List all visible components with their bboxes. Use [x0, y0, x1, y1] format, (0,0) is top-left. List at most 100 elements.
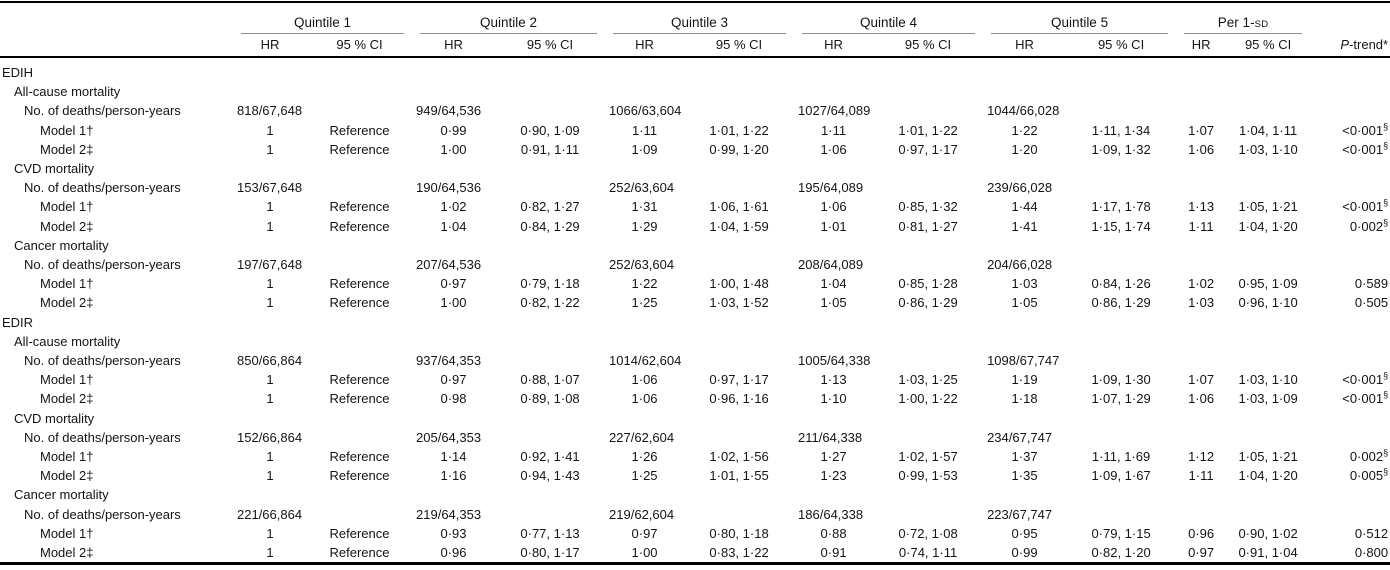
deaths-cell: 239/66,028	[987, 180, 1053, 196]
ptrend-label: P-trend*	[1340, 37, 1389, 52]
hr-cell: 1·16	[440, 468, 467, 484]
row-label: Model 1†	[40, 122, 94, 138]
deaths-cell: 195/64,089	[798, 180, 864, 196]
hr-cell: 1	[266, 295, 274, 311]
hr-cell: 1·13	[1188, 199, 1215, 215]
ptrend-cell: <0·001§	[1310, 370, 1390, 389]
table-body: EDIH All-cause mortality No. of deaths/per…	[0, 57, 1390, 564]
row-label: Model 1†	[40, 372, 94, 388]
ci-cell: 1·02, 1·56	[709, 449, 769, 465]
ci-cell: 0·89, 1·08	[520, 391, 580, 407]
ptrend-cell	[1310, 505, 1390, 524]
ptrend-cell: 0·505	[1310, 293, 1390, 312]
hr-cell: 1·03	[1188, 295, 1215, 311]
hr-cell: 1·41	[1011, 218, 1038, 234]
hr-cell: 1·19	[1011, 372, 1038, 388]
ci-cell: 0·96, 1·16	[709, 391, 769, 407]
header-group-quintile-2: Quintile 2	[412, 2, 605, 34]
hr-cell: 1·00	[631, 545, 658, 561]
ptrend-footnote-marker: §	[1383, 217, 1389, 228]
ptrend-value: 0·505	[1354, 295, 1389, 311]
hr-cell: 1·44	[1011, 199, 1038, 215]
deaths-cell: 1066/63,604	[609, 103, 682, 119]
deaths-row: No. of deaths/person-years 818/67,648 949/…	[0, 101, 1390, 120]
ci-cell: 1·06, 1·61	[709, 199, 769, 215]
group-label: Quintile 2	[480, 15, 538, 30]
per-sd-prefix: Per 1-	[1217, 15, 1255, 30]
outcome-title: Cancer mortality	[14, 237, 109, 253]
ci-cell: 0·74, 1·11	[898, 545, 958, 561]
col-header-ci: 95 % CI	[904, 37, 952, 52]
hr-cell: 1·05	[820, 295, 847, 311]
ptrend-cell	[1310, 101, 1390, 120]
ptrend-cell	[1310, 351, 1390, 370]
ci-cell: 1·05, 1·21	[1238, 449, 1298, 465]
outcome-title: All-cause mortality	[14, 84, 121, 100]
header-spacer-ptrend	[1310, 2, 1390, 34]
row-label: No. of deaths/person-years	[24, 180, 181, 196]
header-group-per-1-sd: Per 1-SD	[1176, 2, 1310, 34]
hr-cell: 1·18	[1011, 391, 1038, 407]
row-label: Model 2‡	[40, 295, 94, 311]
row-label: Model 1†	[40, 199, 94, 215]
hr-cell: 0·99	[440, 122, 467, 138]
deaths-cell: 219/64,353	[416, 506, 482, 522]
hr-cell: 1	[266, 218, 274, 234]
outcome-title: CVD mortality	[14, 410, 95, 426]
hr-cell: 1·07	[1188, 122, 1215, 138]
outcome-row: All-cause mortality	[0, 82, 1390, 101]
hr-cell: 1·01	[820, 218, 847, 234]
col-header-ci: 95 % CI	[715, 37, 763, 52]
hr-cell: 0·97	[440, 372, 467, 388]
row-label: Model 2‡	[40, 141, 94, 157]
ci-cell: 1·03, 1·25	[898, 372, 958, 388]
deaths-cell: 1098/67,747	[987, 353, 1060, 369]
ci-cell: 0·84, 1·26	[1091, 276, 1151, 292]
hr-cell: 1·06	[1188, 391, 1215, 407]
deaths-cell: 234/67,747	[987, 429, 1053, 445]
hr-cell: 1·23	[820, 468, 847, 484]
outcome-title: Cancer mortality	[14, 487, 109, 503]
hr-cell: 1·20	[1011, 141, 1038, 157]
ci-cell: 0·86, 1·29	[898, 295, 958, 311]
row-label: No. of deaths/person-years	[24, 257, 181, 273]
hr-cell: 1	[266, 276, 274, 292]
hr-cell: 1·05	[1011, 295, 1038, 311]
hr-cell: 1·11	[821, 122, 847, 138]
group-label: Quintile 3	[671, 15, 729, 30]
ptrend-footnote-marker: §	[1383, 140, 1389, 151]
row-label: No. of deaths/person-years	[24, 103, 181, 119]
group-label: Per 1-SD	[1176, 15, 1310, 33]
model-row: Model 1† 1 Reference 1·02 0·82, 1·27 1·31 1·06…	[0, 197, 1390, 216]
hr-cell: 1	[266, 545, 274, 561]
outcome-row: CVD mortality	[0, 409, 1390, 428]
ptrend-footnote-marker: §	[1383, 370, 1389, 381]
hr-cell: 1	[266, 122, 274, 138]
hr-cell: 0·96	[440, 545, 467, 561]
hr-cell: 1·29	[631, 218, 658, 234]
ci-cell: 1·11, 1·34	[1091, 122, 1151, 138]
ptrend-value: 0·002	[1349, 449, 1384, 465]
deaths-cell: 949/64,536	[416, 103, 482, 119]
model-row: Model 2‡ 1 Reference 0·98 0·89, 1·08 1·06 0·96…	[0, 389, 1390, 408]
hr-cell: 1·22	[631, 276, 658, 292]
hr-cell: 0·95	[1011, 525, 1038, 541]
hr-cell: 1·11	[1188, 218, 1214, 234]
hr-cell: 0·97	[1188, 545, 1215, 561]
model-row: Model 1† 1 Reference 1·14 0·92, 1·41 1·26 1·02…	[0, 447, 1390, 466]
deaths-cell: 221/66,864	[237, 506, 303, 522]
section-title: EDIH	[2, 65, 34, 80]
model-row: Model 1† 1 Reference 0·99 0·90, 1·09 1·11 1·01…	[0, 121, 1390, 140]
ptrend-cell: <0·001§	[1310, 140, 1390, 159]
deaths-row: No. of deaths/person-years 221/66,864 219/…	[0, 505, 1390, 524]
hr-cell: 0·91	[820, 545, 847, 561]
ci-cell: 0·90, 1·09	[520, 122, 580, 138]
group-underline	[241, 33, 405, 34]
ptrend-cell	[1310, 178, 1390, 197]
ci-cell: 0·85, 1·28	[898, 276, 958, 292]
ci-cell: 1·03, 1·52	[709, 295, 769, 311]
empty-cell	[1176, 178, 1310, 197]
ci-cell: Reference	[329, 141, 390, 157]
ci-cell: Reference	[329, 372, 390, 388]
